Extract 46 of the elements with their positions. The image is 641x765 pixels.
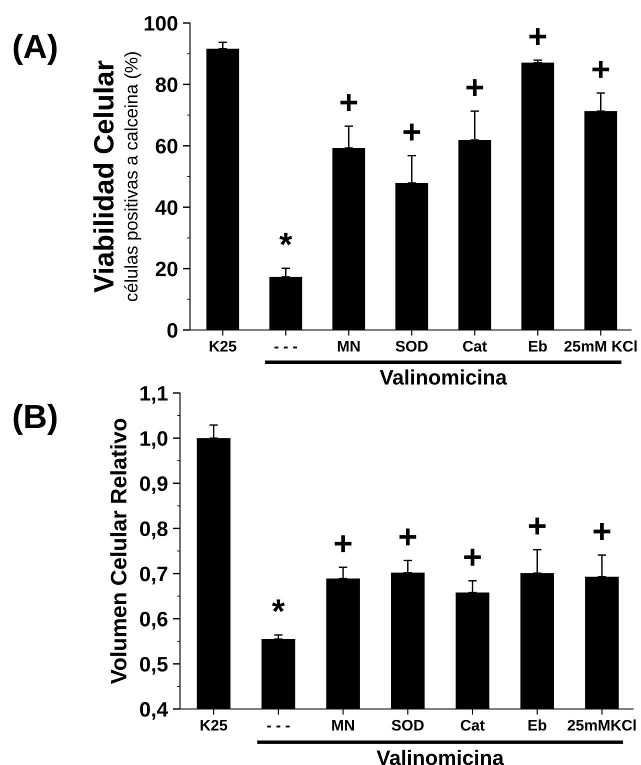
x-tick-label: 25mM KCl [564, 340, 637, 352]
x-axis-title: Valinomicina [376, 750, 504, 765]
x-axis-title: Valinomicina [380, 369, 508, 385]
x-tick-label: - - - [267, 726, 290, 728]
x-tick-label: Cat [463, 340, 487, 352]
annotation: + [528, 518, 546, 535]
y-tick-label: 1,1 [140, 386, 168, 404]
y-tick-label: 0 [167, 323, 178, 338]
y-tick-label: 100 [144, 16, 178, 31]
annotation: + [403, 124, 420, 141]
annotation: + [340, 94, 358, 112]
y-tick-label: 40 [155, 200, 178, 215]
y-tick-label: 0,8 [140, 521, 168, 540]
annotation: + [594, 523, 610, 540]
x-tick-label: 25mMKCl [568, 719, 636, 731]
y-tick-label: 80 [156, 77, 178, 92]
x-tick-label: SOD [396, 340, 428, 352]
y-tick-label: 20 [156, 262, 178, 276]
chart-title: (B) [14, 404, 57, 435]
annotation: + [464, 548, 481, 566]
x-tick-label: K25 [200, 720, 228, 731]
y-axis-title: Volumen Celular Relativo [110, 418, 127, 684]
y-tick-label: 0,4 [140, 702, 168, 720]
annotation: + [399, 528, 416, 546]
annotation: * [272, 600, 285, 612]
chart-title: (A) [14, 34, 57, 65]
x-tick-label: Eb [528, 719, 546, 731]
y-tick-label: 0,6 [140, 612, 168, 630]
annotation: + [529, 28, 546, 46]
y-tick-label: 60 [156, 138, 178, 154]
x-tick-label: - - - [274, 346, 298, 348]
x-tick-label: Cat [460, 720, 485, 731]
annotation: + [592, 60, 610, 78]
x-tick-label: K25 [210, 340, 236, 352]
annotation: + [334, 535, 352, 552]
x-tick-label: MN [332, 720, 354, 730]
annotation: + [466, 79, 484, 96]
y-tick-label: 1,0 [140, 431, 168, 449]
x-tick-label: SOD [392, 720, 424, 731]
x-tick-label: MN [338, 340, 360, 352]
y-tick-label: 0,9 [140, 476, 168, 494]
annotation: * [279, 232, 292, 246]
y-tick-label: 0,5 [140, 656, 168, 675]
x-tick-label: Eb [529, 340, 547, 352]
y-tick-label: 0,7 [140, 566, 168, 584]
y-axis-title: Viabilidad Celular células positivas a calceina (%) [93, 52, 142, 302]
